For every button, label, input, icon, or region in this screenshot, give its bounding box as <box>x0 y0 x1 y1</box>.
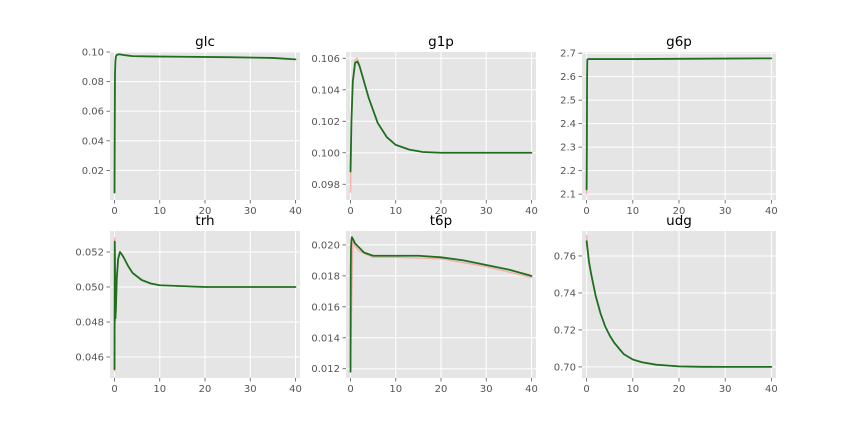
y-tick-label: 0.100 <box>311 148 340 159</box>
y-tick-label: 0.046 <box>75 353 104 364</box>
y-tick-label: 0.020 <box>311 240 340 251</box>
series-line-mean <box>585 57 773 191</box>
y-tick-label: 0.104 <box>311 85 340 96</box>
y-tick-label: 0.016 <box>311 302 340 313</box>
x-tick-label: 10 <box>389 384 402 395</box>
x-tick-label: 10 <box>626 384 639 395</box>
y-tick-label: 0.106 <box>311 54 340 65</box>
x-tick-label: 10 <box>389 206 402 217</box>
y-tick-label: 2.2 <box>560 166 576 177</box>
x-tick-label: 30 <box>719 384 732 395</box>
subplot-glc: 0 10 20 30 40 0.02 0.04 0.06 0.08 0.10 glc <box>82 34 302 217</box>
y-tick-label: 2.1 <box>560 190 576 201</box>
y-tick-label: 0.06 <box>82 107 104 118</box>
x-tick-label: 40 <box>525 206 538 217</box>
x-tick-label: 40 <box>765 206 778 217</box>
x-tick-label: 0 <box>347 206 353 217</box>
y-tick-label: 0.102 <box>311 117 340 128</box>
y-tick-label: 0.052 <box>75 248 104 259</box>
y-tick-label: 2.3 <box>560 143 576 154</box>
x-tick-label: 20 <box>199 384 212 395</box>
x-tick-label: 10 <box>153 384 166 395</box>
y-tick-label: 2.4 <box>560 119 576 130</box>
y-tick-label: 0.018 <box>311 271 340 282</box>
series-line-mean <box>349 236 533 373</box>
subplot-title: t6p <box>430 213 452 229</box>
y-tick-label: 2.7 <box>560 49 576 60</box>
x-tick-label: 30 <box>480 384 493 395</box>
x-tick-label: 20 <box>673 384 686 395</box>
x-tick-label: 30 <box>719 206 732 217</box>
x-tick-label: 0 <box>583 384 589 395</box>
series-line-mean <box>349 60 533 173</box>
subplot-t6p: 0 10 20 30 40 0.012 0.014 0.016 0.018 0.020 t6p <box>311 213 537 395</box>
y-tick-label: 0.050 <box>75 283 104 294</box>
x-tick-label: 20 <box>673 206 686 217</box>
y-tick-label: 0.014 <box>311 333 340 344</box>
x-tick-label: 40 <box>289 206 302 217</box>
y-tick-label: 0.74 <box>554 288 576 299</box>
y-tick-label: 0.02 <box>82 166 104 177</box>
subplot-trh: 0 10 20 30 40 0.046 0.048 0.050 0.052 trh <box>75 213 301 395</box>
x-tick-label: 30 <box>244 384 257 395</box>
x-tick-label: 10 <box>153 206 166 217</box>
x-tick-label: 30 <box>244 206 257 217</box>
x-tick-label: 0 <box>111 206 117 217</box>
y-tick-label: 0.098 <box>311 180 340 191</box>
series-line-mean <box>113 53 297 194</box>
y-tick-label: 2.6 <box>560 72 576 83</box>
subplot-g1p: 0 10 20 30 40 0.098 0.100 0.102 0.104 0.106 g1p <box>311 34 537 217</box>
subplot-udg: 0 10 20 30 40 0.70 0.72 0.74 0.76 udg <box>554 213 778 395</box>
x-tick-label: 0 <box>583 206 589 217</box>
x-tick-label: 0 <box>347 384 353 395</box>
y-tick-label: 0.048 <box>75 318 104 329</box>
x-tick-label: 10 <box>626 206 639 217</box>
x-tick-label: 20 <box>435 206 448 217</box>
y-tick-label: 0.012 <box>311 364 340 375</box>
subplot-title: g6p <box>666 34 692 50</box>
subplot-title: udg <box>666 213 692 229</box>
subplot-g6p: 0 10 20 30 40 2.1 2.2 2.3 2.4 2.5 2.6 2.7 g6p <box>560 34 778 217</box>
series-line-mean <box>585 240 773 368</box>
subplot-title: g1p <box>428 34 454 50</box>
series-line-spread <box>349 239 533 368</box>
y-tick-label: 0.04 <box>82 136 104 147</box>
y-tick-label: 2.5 <box>560 96 576 107</box>
y-tick-label: 0.76 <box>554 251 576 262</box>
x-tick-label: 40 <box>289 384 302 395</box>
x-tick-label: 40 <box>525 384 538 395</box>
y-tick-label: 0.10 <box>82 48 104 59</box>
x-tick-label: 20 <box>435 384 448 395</box>
series-line-mean <box>113 240 297 371</box>
x-tick-label: 0 <box>111 384 117 395</box>
y-tick-label: 0.08 <box>82 77 104 88</box>
x-tick-label: 20 <box>199 206 212 217</box>
x-tick-label: 40 <box>765 384 778 395</box>
y-tick-label: 0.70 <box>554 362 576 373</box>
subplot-title: glc <box>195 34 215 50</box>
x-tick-label: 30 <box>480 206 493 217</box>
y-tick-label: 0.72 <box>554 325 576 336</box>
subplot-title: trh <box>195 213 214 229</box>
